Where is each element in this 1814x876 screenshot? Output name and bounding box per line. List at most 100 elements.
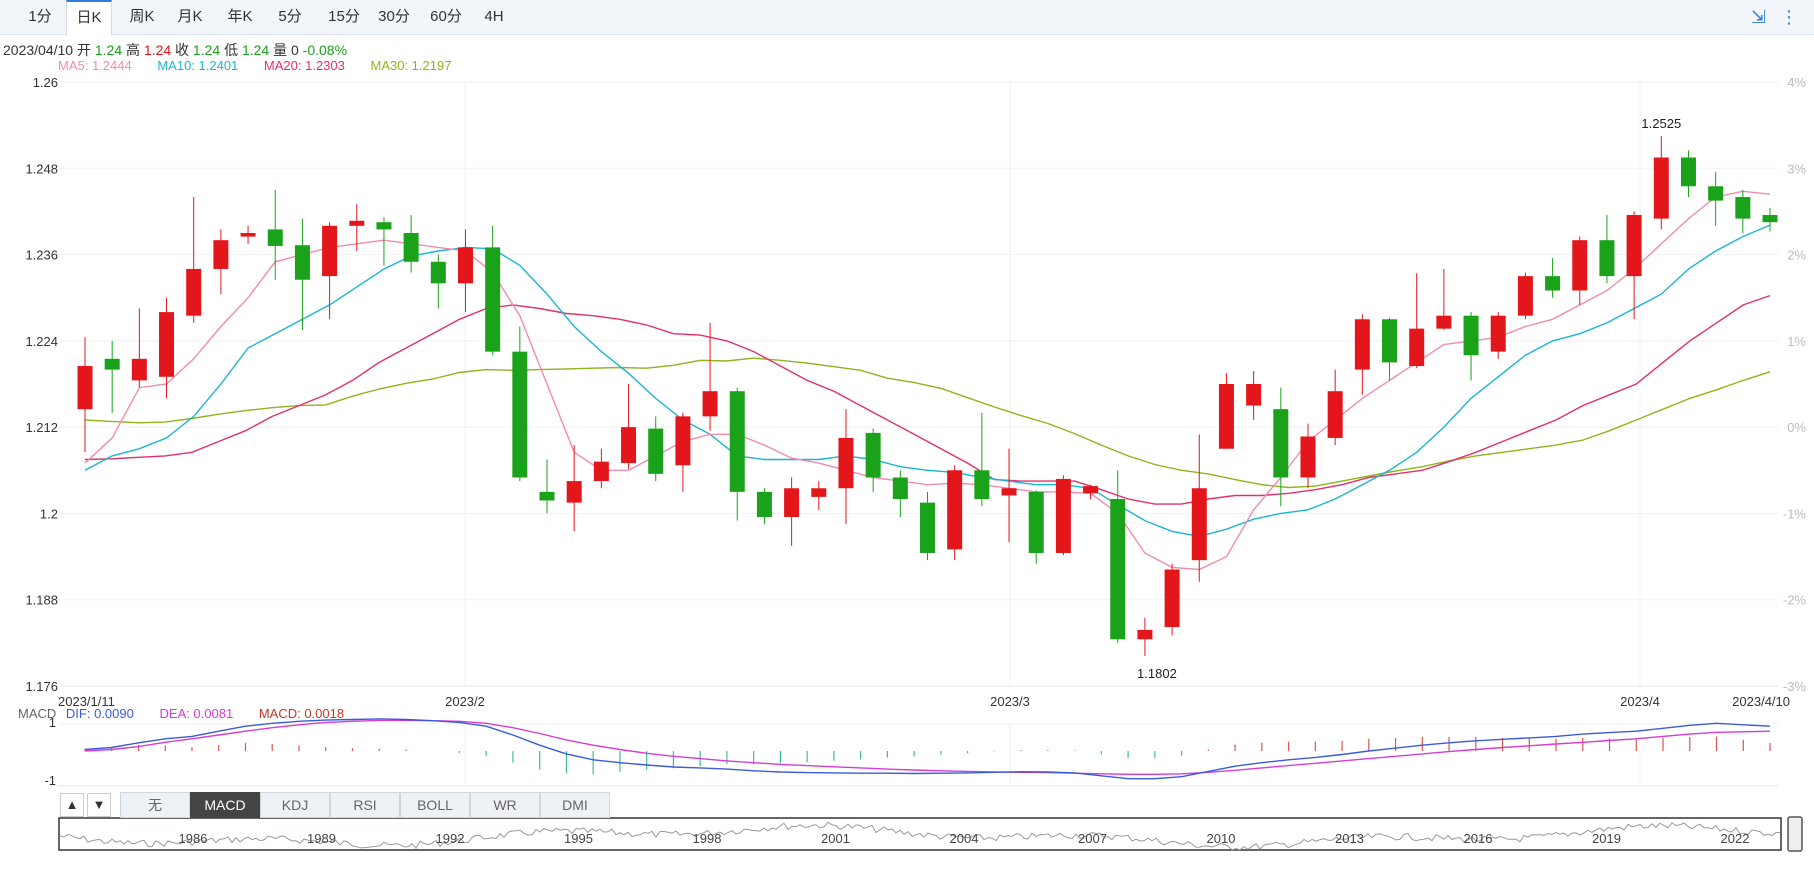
candle (213, 229, 229, 295)
indicator-tab-2[interactable]: KDJ (260, 792, 330, 818)
ma5-line (84, 190, 1771, 571)
candle (1735, 189, 1751, 233)
candle-body (186, 268, 202, 316)
macd-value: MACD: 0.0018 (258, 706, 345, 721)
tab-0[interactable]: 1分 (28, 8, 52, 25)
candle-body (1055, 478, 1071, 553)
navigator-year-label: 1998 (693, 831, 722, 846)
candle (485, 225, 501, 356)
ma10-line (84, 224, 1771, 538)
candle-body (267, 229, 283, 246)
tab-3[interactable]: 月K (177, 8, 203, 25)
compress-icon[interactable]: ⇲ (1751, 7, 1767, 27)
candle (621, 384, 637, 469)
candle-body (1354, 319, 1370, 370)
info-low: 1.24 (241, 42, 270, 58)
candle-body (702, 391, 718, 417)
low-annotation: 1.1802 (1137, 666, 1177, 681)
candle (648, 416, 664, 482)
candle-body (1164, 569, 1180, 628)
candle-body (1246, 384, 1262, 406)
right-tick-label: -1% (1783, 506, 1807, 521)
candle (1055, 475, 1071, 556)
candle (974, 412, 990, 507)
tab-1[interactable]: 日K (66, 0, 112, 35)
info-close-label: 收 (175, 42, 190, 58)
info-date: 2023/04/10 (3, 42, 74, 58)
indicator-tab-6[interactable]: DMI (540, 792, 610, 818)
right-tick-label: 1% (1787, 334, 1806, 349)
candle (1137, 617, 1153, 656)
candle (294, 218, 310, 331)
indicator-tab-1[interactable]: MACD (190, 792, 260, 818)
candle (403, 215, 419, 273)
candle-body (1545, 276, 1561, 291)
candle-body (566, 481, 582, 503)
indicator-tab-5[interactable]: WR (470, 792, 540, 818)
top-icons: ⇲ ⋮ (1746, 4, 1802, 30)
candle (1273, 387, 1289, 507)
candle-body (430, 261, 446, 284)
candle (1517, 272, 1533, 320)
candle (1110, 470, 1126, 643)
candle (702, 322, 718, 431)
tab-5[interactable]: 5分 (278, 8, 302, 25)
navigator-frame (58, 817, 1782, 851)
candle (240, 225, 256, 244)
candle-body (1572, 240, 1588, 291)
candle-body (729, 391, 745, 492)
arrow-down-button[interactable]: ▼ (87, 793, 111, 817)
candle (1762, 207, 1778, 232)
info-close: 1.24 (192, 42, 221, 58)
candle-body (974, 470, 990, 500)
macd-dea: DEA: 0.0081 (159, 706, 234, 721)
candle-body (892, 477, 908, 500)
candle-body (159, 312, 175, 377)
candle (784, 477, 800, 546)
tab-2[interactable]: 周K (129, 8, 155, 25)
navigator-year-label: 2016 (1464, 831, 1493, 846)
candle (1164, 563, 1180, 636)
navigator-year-label: 2013 (1335, 831, 1364, 846)
candle-body (1517, 276, 1533, 316)
candle-body (648, 428, 664, 474)
candle-body (1463, 315, 1479, 356)
more-icon[interactable]: ⋮ (1780, 7, 1798, 27)
tab-9[interactable]: 4H (484, 8, 504, 25)
candle-body (1680, 157, 1696, 187)
candle-body (784, 488, 800, 518)
high-annotation: 1.2525 (1641, 116, 1681, 131)
macd-dif: DIF: 0.0090 (65, 706, 134, 721)
navigator-handle (1787, 816, 1803, 852)
candle (1490, 312, 1506, 359)
candle (186, 197, 202, 323)
right-tick-label: 3% (1787, 161, 1806, 176)
tab-4[interactable]: 年K (227, 8, 253, 25)
tab-8[interactable]: 60分 (430, 8, 462, 25)
candle-body (1327, 391, 1343, 438)
candle-body (1708, 186, 1724, 201)
arrow-up-button[interactable]: ▲ (60, 793, 84, 817)
candle (349, 204, 365, 251)
candle-body (240, 233, 256, 237)
candle (430, 254, 446, 309)
candle-body (838, 437, 854, 489)
navigator-series (59, 821, 1781, 851)
candle-body (865, 432, 881, 478)
indicator-tab-0[interactable]: 无 (120, 792, 190, 818)
macd-tick-label: -1 (44, 773, 56, 788)
candle (1246, 371, 1262, 420)
navigator-year-label: 2004 (950, 831, 979, 846)
x-tick-label: 2023/4 (1620, 694, 1660, 709)
tab-7[interactable]: 30分 (378, 8, 410, 25)
indicator-tab-3[interactable]: RSI (330, 792, 400, 818)
ma-legend: MA5: 1.2444 MA10: 1.2401 MA20: 1.2303 MA… (58, 58, 473, 73)
tab-6[interactable]: 15分 (328, 8, 360, 25)
candle-body (1110, 499, 1126, 640)
y-tick-label: 1.176 (25, 679, 58, 694)
indicator-tab-4[interactable]: BOLL (400, 792, 470, 818)
navigator-year-label: 2019 (1592, 831, 1621, 846)
macd-legend: MACD DIF: 0.0090 DEA: 0.0081 MACD: 0.001… (18, 706, 344, 721)
candle-body (77, 366, 93, 410)
